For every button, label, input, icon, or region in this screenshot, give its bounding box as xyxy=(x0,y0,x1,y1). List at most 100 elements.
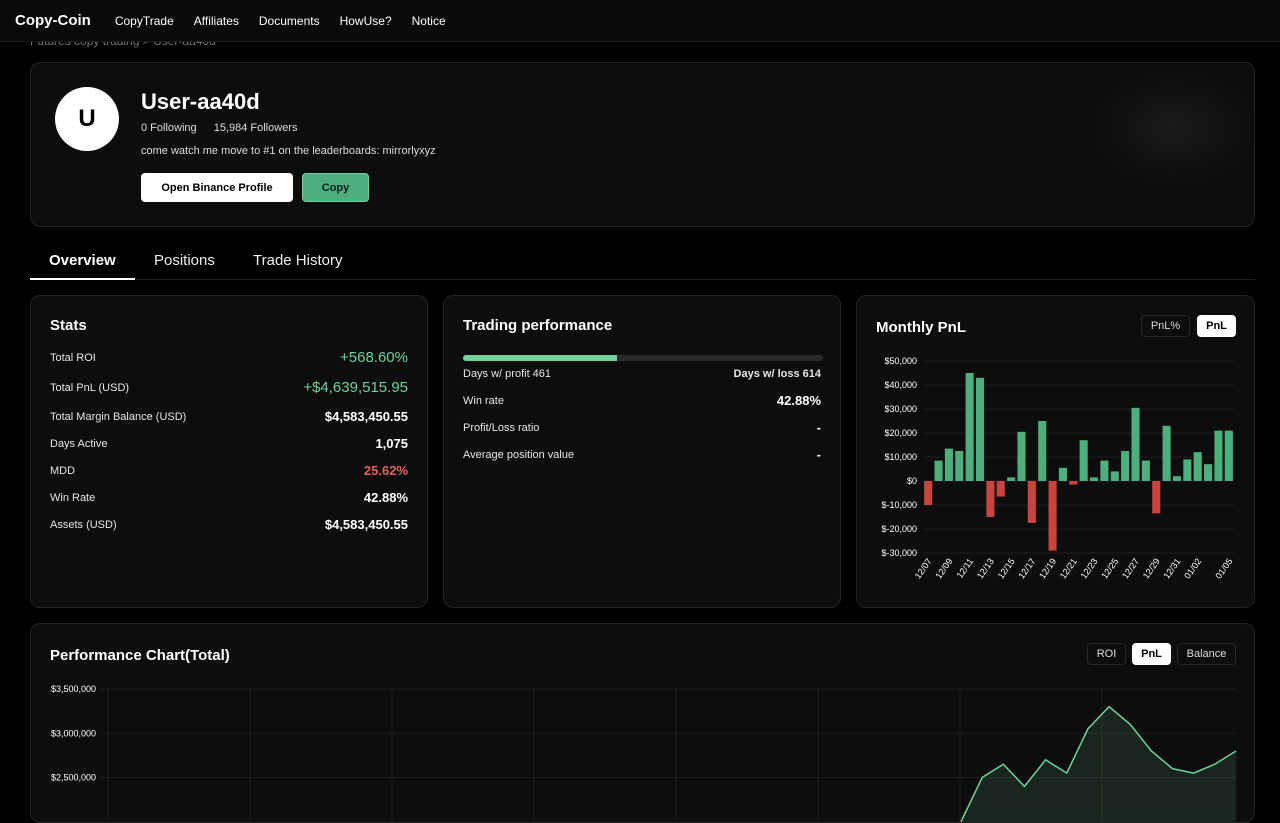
y-tick-label: $2,500,000 xyxy=(51,773,96,783)
pnl-bar xyxy=(1152,481,1161,514)
x-tick-label: 12/19 xyxy=(1037,556,1058,580)
x-tick-label: 12/09 xyxy=(933,556,954,580)
stat-value: $4,583,450.55 xyxy=(324,409,408,424)
toggle-balance[interactable]: Balance xyxy=(1177,643,1236,665)
performance-line xyxy=(960,705,1237,822)
pnl-bar xyxy=(1131,407,1140,481)
y-tick-label: $-20,000 xyxy=(881,524,917,534)
x-tick-label: 12/07 xyxy=(913,556,934,580)
perf-label: Win rate xyxy=(463,394,504,407)
tab-bar: Overview Positions Trade History xyxy=(30,245,1255,280)
nav-copytrade[interactable]: CopyTrade xyxy=(114,13,174,28)
monthly-pnl-card: Monthly PnL PnL% PnL $50,000 $40,000 $30,0… xyxy=(856,295,1255,608)
stat-label: Total ROI xyxy=(50,351,96,364)
performance-area-chart: $3,500,000 $3,000,000 $2,500,000 xyxy=(51,684,1237,822)
nav-documents[interactable]: Documents xyxy=(258,13,320,28)
stat-row: Total PnL (USD) +$4,639,515.95 xyxy=(50,379,408,396)
pnl-bar xyxy=(1079,440,1088,481)
x-tick-label: 12/27 xyxy=(1120,556,1141,580)
nav-affiliates[interactable]: Affiliates xyxy=(193,13,239,28)
stat-row: Days Active 1,075 xyxy=(50,436,408,451)
y-tick-label: $0 xyxy=(907,476,917,486)
toggle-pnl[interactable]: PnL xyxy=(1197,315,1236,337)
stats-card: Stats Total ROI +568.60% Total PnL (USD)… xyxy=(30,295,428,608)
pnl-bar xyxy=(1110,471,1119,481)
stat-value: 1,075 xyxy=(375,436,408,451)
perf-value: 42.88% xyxy=(776,393,821,408)
x-tick-label: 12/21 xyxy=(1058,556,1079,580)
perf-row: Win rate 42.88% xyxy=(463,393,821,408)
y-tick-label: $-10,000 xyxy=(881,500,917,510)
x-tick-label: 12/11 xyxy=(955,556,976,580)
stat-value: +$4,639,515.95 xyxy=(303,379,408,396)
x-tick-label: 12/15 xyxy=(996,556,1017,580)
stat-value: $4,583,450.55 xyxy=(324,517,408,532)
pnl-bar xyxy=(1162,425,1171,481)
pnl-bar xyxy=(955,451,964,481)
followers-count: 15,984 Followers xyxy=(213,122,298,134)
pnl-bar xyxy=(1193,452,1202,481)
pnl-bar xyxy=(944,448,953,481)
pnl-bar xyxy=(1069,481,1078,485)
pnl-bar xyxy=(1121,451,1130,481)
pnl-bar xyxy=(1038,421,1047,481)
profit-bar-fill xyxy=(463,355,618,361)
pnl-bar xyxy=(1007,477,1016,481)
perf-value: - xyxy=(816,447,821,462)
y-tick-label: $3,500,000 xyxy=(51,684,96,694)
top-navigation: Copy-Coin CopyTrade Affiliates Documents… xyxy=(0,0,1280,42)
days-loss: Days w/ loss 614 xyxy=(733,368,821,380)
open-binance-profile-button[interactable]: Open Binance Profile xyxy=(141,173,293,202)
stat-row: Assets (USD) $4,583,450.55 xyxy=(50,517,408,532)
performance-chart-title: Performance Chart(Total) xyxy=(50,647,230,664)
x-tick-label: 12/23 xyxy=(1079,556,1100,580)
toggle-pnl-percent[interactable]: PnL% xyxy=(1141,315,1190,337)
x-tick-label: 12/29 xyxy=(1141,556,1162,580)
days-row: Days w/ profit 461 Days w/ loss 614 xyxy=(463,368,821,380)
nav-howuse[interactable]: HowUse? xyxy=(339,13,392,28)
stat-label: Win Rate xyxy=(50,491,96,504)
brand-logo[interactable]: Copy-Coin xyxy=(15,12,91,29)
perf-label: Profit/Loss ratio xyxy=(463,421,540,434)
x-tick-label: 12/31 xyxy=(1162,556,1183,580)
avatar: U xyxy=(55,87,119,151)
tab-overview[interactable]: Overview xyxy=(49,252,116,269)
pnl-bar xyxy=(1090,477,1099,481)
perf-value: - xyxy=(816,420,821,435)
x-tick-label: 12/25 xyxy=(1099,556,1120,580)
pnl-bar xyxy=(1224,430,1233,481)
pnl-bar xyxy=(996,481,1005,497)
follow-stats: 0 Following 15,984 Followers xyxy=(141,122,311,134)
pnl-bar xyxy=(1141,460,1150,481)
y-tick-label: $20,000 xyxy=(884,428,917,438)
pnl-bar xyxy=(924,481,933,505)
toggle-pnl-total[interactable]: PnL xyxy=(1132,643,1171,665)
pnl-bar xyxy=(934,460,943,481)
tab-positions[interactable]: Positions xyxy=(154,252,215,269)
performance-title: Trading performance xyxy=(463,317,613,334)
profile-bio: come watch me move to #1 on the leaderbo… xyxy=(141,145,436,157)
pnl-bar xyxy=(1048,481,1057,551)
monthly-pnl-chart: $50,000 $40,000 $30,000 $20,000 $10,000 $0 $-1… xyxy=(881,356,1234,581)
y-tick-label: $30,000 xyxy=(884,404,917,414)
stat-label: Assets (USD) xyxy=(50,518,117,531)
stat-row: MDD 25.62% xyxy=(50,463,408,478)
trading-performance-card: Trading performance Days w/ profit 461 D… xyxy=(443,295,841,608)
x-tick-label: 01/05 xyxy=(1213,556,1234,580)
profit-loss-bar xyxy=(463,355,823,361)
stat-value: +568.60% xyxy=(340,349,408,366)
copy-button[interactable]: Copy xyxy=(302,173,369,202)
nav-notice[interactable]: Notice xyxy=(411,13,446,28)
pnl-bar xyxy=(1017,431,1026,481)
stat-row: Win Rate 42.88% xyxy=(50,490,408,505)
stat-value: 25.62% xyxy=(363,463,408,478)
toggle-roi[interactable]: ROI xyxy=(1087,643,1126,665)
stats-title: Stats xyxy=(50,317,87,334)
perf-row: Average position value - xyxy=(463,447,821,462)
y-tick-label: $3,000,000 xyxy=(51,728,96,738)
decorative-glow xyxy=(1094,73,1254,183)
tab-trade-history[interactable]: Trade History xyxy=(253,252,343,269)
pnl-bar xyxy=(1100,460,1109,481)
monthly-pnl-title: Monthly PnL xyxy=(876,319,966,336)
active-tab-indicator xyxy=(30,278,135,280)
